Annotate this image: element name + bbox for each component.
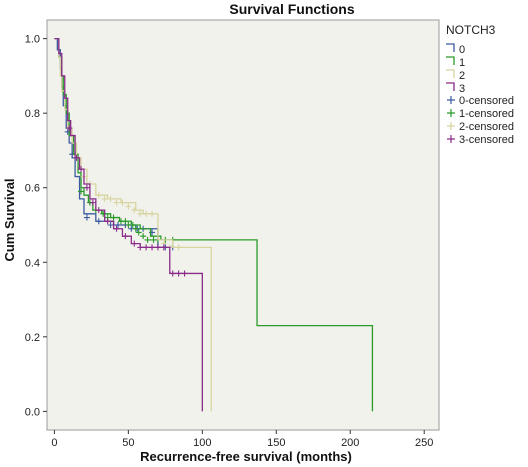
legend-censor-label-1: 1-censored xyxy=(459,108,514,120)
y-tick-label: 0.4 xyxy=(25,257,40,269)
series-3-censor-mark xyxy=(175,270,182,277)
series-1-censor-mark xyxy=(140,233,147,240)
series-0-censor-mark xyxy=(83,214,90,221)
legend-swatch-1 xyxy=(446,56,455,65)
x-tick-label: 50 xyxy=(122,437,134,449)
series-layer xyxy=(54,37,374,412)
series-2-censor-mark xyxy=(113,199,120,206)
legend-label-1: 1 xyxy=(459,57,465,69)
series-3-censor-mark xyxy=(160,244,167,251)
chart-title: Survival Functions xyxy=(229,1,354,17)
legend-label-3: 3 xyxy=(459,83,465,95)
series-2-censor-mark xyxy=(137,210,144,217)
series-2-censor-mark xyxy=(125,203,132,210)
series-3-censor-mark xyxy=(66,125,73,132)
series-3-censor-mark xyxy=(169,270,176,277)
series-3-censor-mark xyxy=(73,154,80,161)
series-1-censor-mark xyxy=(129,222,136,228)
legend-swatch-3 xyxy=(446,82,455,91)
y-tick-label: 0.8 xyxy=(25,108,40,120)
series-2-censor-mark xyxy=(143,210,150,217)
legend-swatch-0 xyxy=(446,43,455,52)
y-axis-label: Cum Survival xyxy=(2,178,17,261)
series-1-censor-mark xyxy=(110,214,117,221)
legend-censor-label-3: 3-censored xyxy=(459,134,514,146)
series-3-censor-mark xyxy=(131,240,138,247)
series-2-censor-mark xyxy=(131,207,138,214)
series-2-censor-mark xyxy=(95,192,102,199)
legend-censor-swatch-0 xyxy=(447,96,455,104)
x-axis-label: Recurrence-free survival (months) xyxy=(140,449,352,464)
series-3-censor-mark xyxy=(143,244,150,251)
series-2-censor-mark xyxy=(119,199,126,206)
series-3-censor-mark xyxy=(149,244,156,251)
legend-swatch-2 xyxy=(446,69,455,78)
series-2-censor-mark xyxy=(101,195,108,202)
series-2-censor-mark xyxy=(175,244,182,251)
series-3-censor-mark xyxy=(89,199,96,206)
legend-label-0: 0 xyxy=(459,44,465,56)
x-axis-ticks: 0 50 100 150 200 250 xyxy=(51,430,433,449)
legend-title: NOTCH3 xyxy=(446,23,496,37)
series-1-censor-mark xyxy=(122,218,129,225)
legend-censor-swatch-2 xyxy=(447,122,455,130)
y-tick-label: 0.0 xyxy=(25,406,40,418)
series-0-censor-mark xyxy=(115,222,122,228)
series-3-censor-mark xyxy=(137,244,144,251)
series-0-censor-mark xyxy=(95,218,102,225)
series-0-censor-mark xyxy=(107,222,114,228)
x-tick-label: 100 xyxy=(193,437,211,449)
series-3-censor-mark xyxy=(122,233,129,240)
series-3-censor-mark xyxy=(181,270,188,277)
legend: NOTCH3 01230-censored1-censored2-censore… xyxy=(446,23,514,146)
series-3-censor-mark xyxy=(113,225,120,232)
series-1-censor-mark xyxy=(78,188,85,195)
series-2-censor-mark xyxy=(107,195,114,202)
legend-censor-swatch-1 xyxy=(447,109,455,117)
x-tick-label: 150 xyxy=(267,437,285,449)
legend-censor-label-0: 0-censored xyxy=(459,95,514,107)
legend-censor-swatch-3 xyxy=(447,135,455,143)
series-3-censor-mark xyxy=(95,207,102,214)
y-tick-label: 0.2 xyxy=(25,332,40,344)
y-axis-ticks: 0.0 0.2 0.4 0.6 0.8 1.0 xyxy=(25,34,47,418)
plot-area xyxy=(46,19,440,431)
series-3-censor-mark xyxy=(154,244,161,251)
series-3-censor-mark xyxy=(104,218,111,225)
y-tick-label: 0.6 xyxy=(25,183,40,195)
series-1-censor-mark xyxy=(144,236,151,243)
series-2-censor-mark xyxy=(149,210,156,217)
series-3-censor-mark xyxy=(83,184,90,191)
x-tick-label: 250 xyxy=(415,437,433,449)
x-tick-label: 200 xyxy=(341,437,359,449)
series-3-censor-mark xyxy=(78,166,85,173)
legend-censor-label-2: 2-censored xyxy=(459,121,514,133)
series-1-censor-mark xyxy=(135,229,142,236)
x-tick-label: 0 xyxy=(51,437,57,449)
y-tick-label: 1.0 xyxy=(25,34,40,46)
series-1-censor-mark xyxy=(132,225,139,232)
legend-label-2: 2 xyxy=(459,70,465,82)
